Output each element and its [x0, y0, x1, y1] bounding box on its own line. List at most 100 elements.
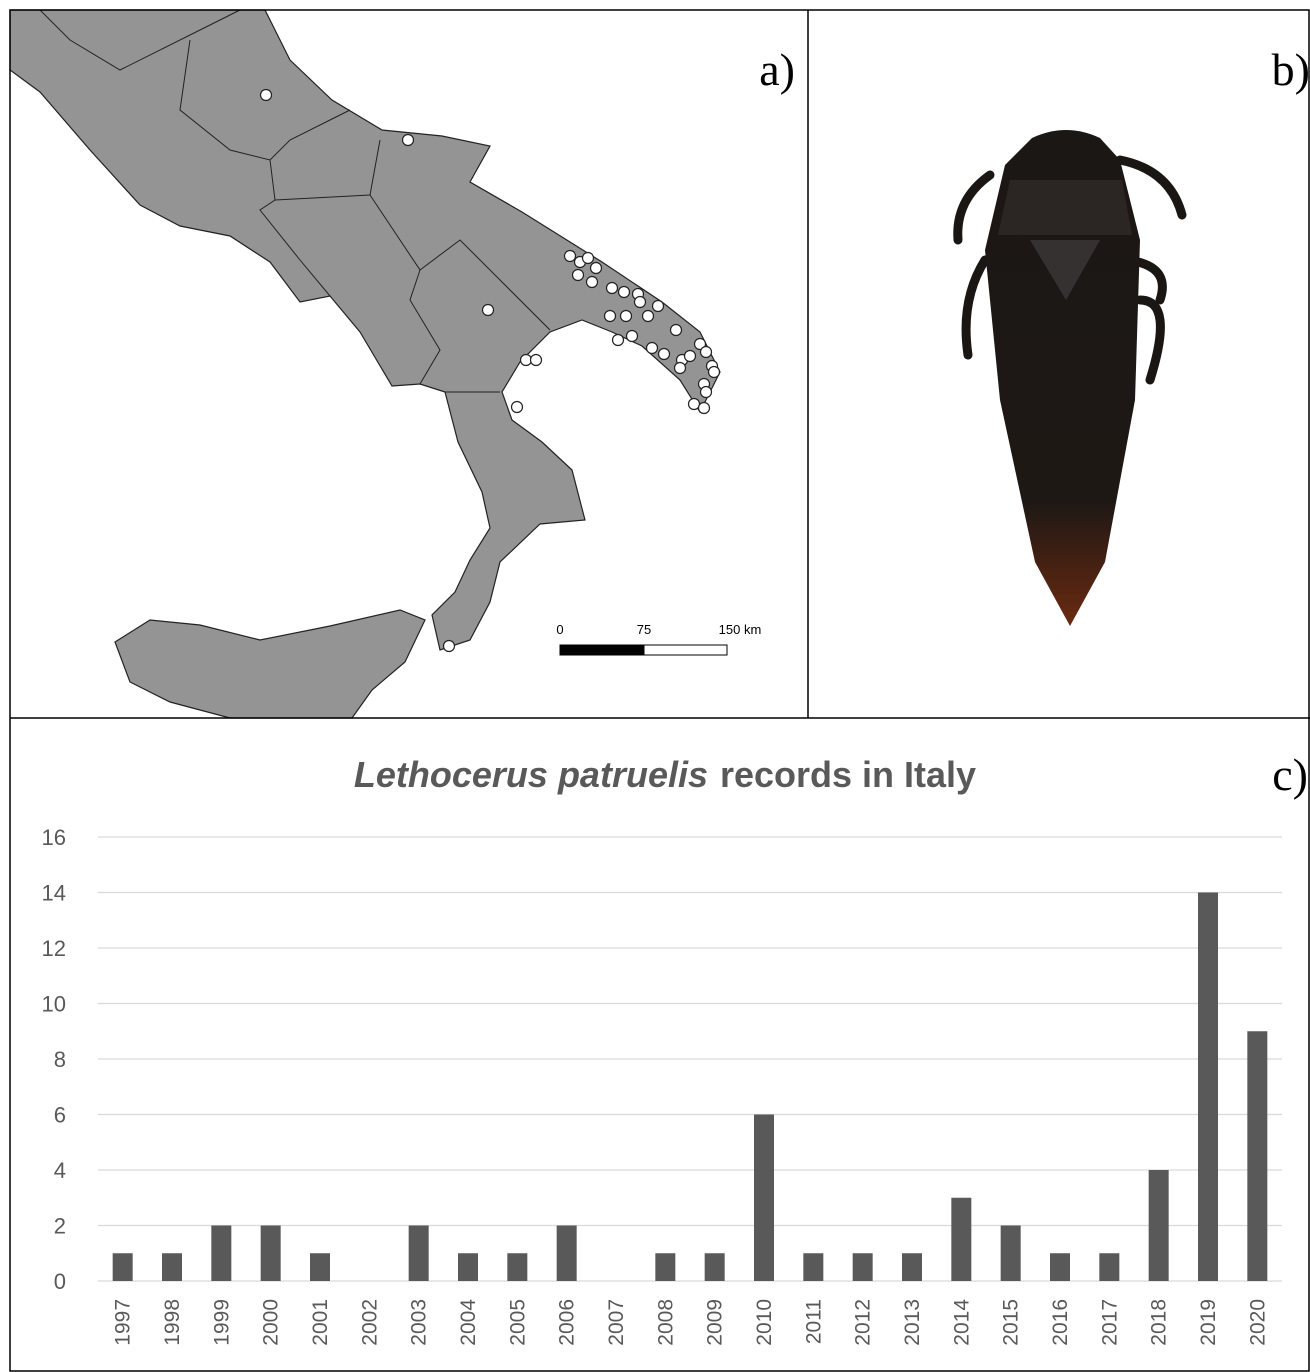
x-tick-label: 1998: [161, 1299, 184, 1346]
x-tick-label: 2004: [457, 1299, 480, 1346]
bar: [458, 1253, 478, 1281]
bar: [1247, 1031, 1267, 1281]
bar: [655, 1253, 675, 1281]
x-tick-label: 2017: [1098, 1299, 1121, 1346]
panel-label: c): [1272, 749, 1308, 800]
record-dot: [701, 347, 712, 358]
x-tick-label: 2000: [260, 1299, 283, 1346]
bar: [507, 1253, 527, 1281]
record-dot: [635, 297, 646, 308]
record-dot: [531, 355, 542, 366]
scale-label: 150 km: [719, 622, 762, 637]
record-dot: [565, 251, 576, 262]
record-dot: [701, 387, 712, 398]
x-tick-label: 2010: [753, 1299, 776, 1346]
record-dot: [647, 343, 658, 354]
bar: [754, 1115, 774, 1282]
bar: [211, 1226, 231, 1282]
title-text: records in Italy: [720, 754, 976, 795]
record-dot: [689, 399, 700, 410]
record-dot: [613, 335, 624, 346]
title-species: Lethocerus patruelis: [354, 754, 708, 795]
mainland: [10, 10, 720, 650]
bar: [1198, 893, 1218, 1282]
x-tick-label: 2020: [1246, 1299, 1269, 1346]
record-dot: [619, 287, 630, 298]
bar: [409, 1226, 429, 1282]
x-tick-label: 2008: [654, 1299, 677, 1346]
x-tick-label: 2018: [1148, 1299, 1171, 1346]
x-tick-label: 1997: [112, 1299, 135, 1346]
bar: [113, 1253, 133, 1281]
x-tick-label: 2002: [358, 1299, 381, 1346]
y-tick-label: 4: [54, 1158, 66, 1183]
x-tick-label: 2001: [309, 1299, 332, 1346]
record-dot: [643, 311, 654, 322]
record-dot: [685, 351, 696, 362]
sicily: [115, 610, 425, 718]
x-tick-label: 2003: [408, 1299, 431, 1346]
record-dot: [709, 367, 720, 378]
bar: [1050, 1253, 1070, 1281]
record-dot: [587, 277, 598, 288]
record-dot: [605, 311, 616, 322]
record-dot: [583, 253, 594, 264]
bar: [261, 1226, 281, 1282]
record-dot: [512, 402, 523, 413]
map-panel: 0 75 150 km a): [10, 10, 795, 718]
y-tick-label: 0: [54, 1269, 66, 1294]
record-dot: [573, 270, 584, 281]
record-dot: [403, 135, 414, 146]
record-dot: [444, 641, 455, 652]
record-dot: [699, 403, 710, 414]
x-tick-label: 2019: [1197, 1299, 1220, 1346]
y-tick-label: 2: [54, 1214, 66, 1239]
scale-bar-black: [560, 645, 644, 655]
bar: [853, 1253, 873, 1281]
x-tick-label: 1999: [210, 1299, 233, 1346]
record-dot: [591, 263, 602, 274]
y-tick-label: 8: [54, 1047, 66, 1072]
record-dot: [621, 311, 632, 322]
figure: 0 75 150 km a) b) Lethocerus patruelis re…: [0, 0, 1310, 1372]
x-tick-label: 2006: [556, 1299, 579, 1346]
photo-panel: b): [958, 44, 1310, 626]
bar: [310, 1253, 330, 1281]
panel-label: a): [759, 44, 795, 95]
bar: [902, 1253, 922, 1281]
y-tick-label: 14: [42, 881, 66, 906]
x-tick-label: 2013: [901, 1299, 924, 1346]
x-tick-label: 2012: [852, 1299, 875, 1346]
bar: [951, 1198, 971, 1281]
chart-title: Lethocerus patruelis records in Italy: [354, 754, 976, 795]
y-tick-label: 16: [42, 825, 66, 850]
x-tick-label: 2014: [950, 1299, 973, 1346]
x-tick-label: 2005: [506, 1299, 529, 1346]
bar: [705, 1253, 725, 1281]
bar: [1001, 1226, 1021, 1282]
x-tick-label: 2015: [1000, 1299, 1023, 1346]
panel-label: b): [1272, 44, 1310, 95]
scale-label: 75: [637, 622, 651, 637]
y-tick-label: 10: [42, 992, 66, 1017]
bar: [1149, 1170, 1169, 1281]
x-tick-label: 2011: [802, 1299, 825, 1344]
y-tick-label: 12: [42, 936, 66, 961]
record-dot: [627, 331, 638, 342]
record-dot: [671, 325, 682, 336]
record-dot: [659, 349, 670, 360]
record-dot: [521, 355, 532, 366]
x-tick-label: 2009: [704, 1299, 727, 1346]
scale-label: 0: [556, 622, 563, 637]
bar: [162, 1253, 182, 1281]
bar: [1099, 1253, 1119, 1281]
bug-pronotum: [998, 180, 1132, 235]
bar: [557, 1226, 577, 1282]
record-dot: [483, 305, 494, 316]
bar: [803, 1253, 823, 1281]
scale-bar-white: [644, 645, 727, 655]
x-tick-label: 2016: [1049, 1299, 1072, 1346]
y-tick-label: 6: [54, 1103, 66, 1128]
record-dot: [653, 301, 664, 312]
x-tick-label: 2007: [605, 1299, 628, 1346]
